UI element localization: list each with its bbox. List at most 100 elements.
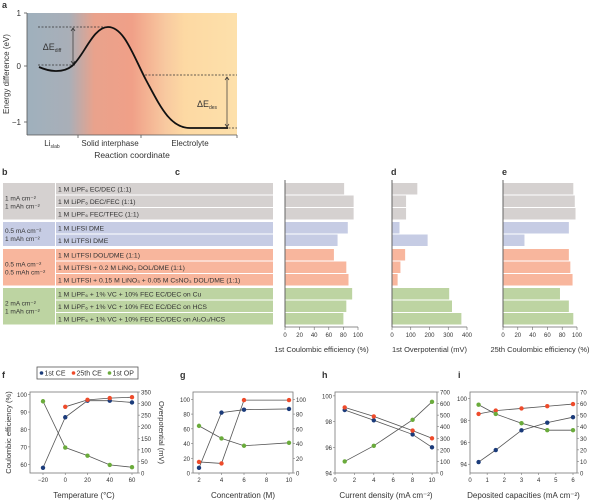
y2-tick-label: 40 <box>296 442 303 448</box>
x-tick-label: 0 <box>64 478 68 484</box>
x-tick-label: 40 <box>311 333 318 339</box>
y2-tick-label: 150 <box>141 437 152 443</box>
legend-label: 1st CE <box>45 371 66 378</box>
x-axis-label-i: Deposited capacities (mA cm⁻²) <box>467 491 580 500</box>
energy-curve <box>38 26 228 129</box>
data-point-25th-ce <box>410 428 415 433</box>
data-point-25th-ce <box>63 404 68 410</box>
condition-capacity: 0.5 mAh cm⁻² <box>5 269 46 276</box>
data-point-1st-ce <box>545 420 550 425</box>
bar-e <box>503 274 573 286</box>
y-tick-label: 100 <box>457 397 468 403</box>
x-tick-label: 4 <box>220 478 224 484</box>
data-point-25th-ce <box>570 401 576 407</box>
x-axis-label-f: Temperature (°C) <box>53 491 115 500</box>
condition-current: 2 mA cm⁻² <box>5 300 37 307</box>
condition-capacity: 1 mAh cm⁻² <box>5 203 41 210</box>
electrolyte-label: 1 M LiPF₆ FEC/TFEC (1:1) <box>58 212 139 219</box>
x-tick-label: 60 <box>129 478 136 484</box>
y-tick-label: 0 <box>187 472 191 478</box>
y2-tick-label: 200 <box>440 448 451 454</box>
series-line-1st-op <box>344 401 433 462</box>
data-point-1st-ce <box>519 428 524 433</box>
y2-tick-label: 300 <box>440 437 451 443</box>
x-tick-label: 5 <box>554 478 558 484</box>
condition-cell <box>3 222 55 246</box>
legend-box <box>36 366 139 380</box>
bar-c <box>285 195 354 207</box>
data-point-1st-op <box>107 462 112 468</box>
electrolyte-row <box>56 234 273 246</box>
bar-e <box>503 234 525 246</box>
data-point-25th-ce <box>493 408 498 413</box>
series-line-25th-ce <box>65 396 133 408</box>
electrolyte-label: 1 M LiPF₆ + 1% VC + 10% FEC EC/DEC on Cu <box>58 292 201 299</box>
condition-capacity: 1 mAh cm⁻² <box>5 308 41 315</box>
y-tick-label: 100 <box>17 393 28 399</box>
legend-marker <box>39 371 44 375</box>
x-tick-label: 1 <box>485 478 489 484</box>
bar-c <box>285 249 334 261</box>
y-tick-label: −1 <box>12 118 22 127</box>
condition-current: 0.5 mA cm⁻² <box>5 261 42 268</box>
y-tick-label: 40 <box>183 442 190 448</box>
panel-label-h: h <box>322 370 328 380</box>
bar-e <box>503 300 569 312</box>
y2-tick-label: 500 <box>440 414 451 420</box>
legend-marker <box>71 371 76 375</box>
panel-label-f: f <box>2 370 6 380</box>
electrolyte-label: 1 M LiPF₆ DEC/FEC (1:1) <box>58 199 136 206</box>
series-line-1st-ce <box>478 416 574 463</box>
data-point-1st-op <box>545 427 550 433</box>
electrolyte-row <box>56 222 273 234</box>
data-point-25th-ce <box>107 395 112 401</box>
bar-d <box>392 183 418 195</box>
x-tick-label: 60 <box>544 333 551 339</box>
bar-c <box>285 183 345 195</box>
x-tick-label: 200 <box>424 333 435 339</box>
x-tick-label: 20 <box>84 478 91 484</box>
data-point-1st-op <box>410 417 415 422</box>
x-tick-label: 2 <box>503 478 507 484</box>
electrolyte-label: 1 M LiTFSI + 0.15 M LiNO₃ + 0.05 M CsNO₃… <box>58 278 240 285</box>
y2-tick-label: 50 <box>580 414 587 420</box>
data-point-1st-ce <box>219 410 224 415</box>
x-tick-label: 10 <box>286 478 293 484</box>
y2-tick-label: 0 <box>141 472 145 478</box>
bar-d <box>392 222 400 234</box>
series-line-1st-op <box>478 404 573 431</box>
legend-label: 25th CE <box>77 371 103 378</box>
y2-tick-label: 200 <box>141 425 152 431</box>
plot-frame-f <box>29 391 139 474</box>
y-tick-label: 60 <box>20 463 27 469</box>
y2-tick-label: 80 <box>296 413 303 419</box>
region-label-li: Lislab <box>44 139 60 150</box>
bar-e <box>503 183 574 195</box>
bar-c <box>285 261 347 273</box>
data-point-1st-ce <box>286 406 292 412</box>
data-point-1st-op <box>371 443 376 449</box>
x-axis-label-e: 25th Coulombic efficiency (%) <box>490 345 590 354</box>
electrolyte-row <box>56 208 273 220</box>
y2-axis-label-f: Overpotential (mV) <box>157 401 166 464</box>
region-label-electrolyte: Electrolyte <box>171 139 209 148</box>
electrolyte-row <box>56 249 273 261</box>
data-point-1st-ce <box>241 407 247 412</box>
y-tick-label: 100 <box>180 398 191 404</box>
y2-tick-label: 350 <box>141 391 152 397</box>
x-tick-label: 20 <box>514 333 521 339</box>
data-point-25th-ce <box>85 397 90 403</box>
data-point-1st-ce <box>63 415 68 420</box>
panel-label-b: b <box>2 167 8 177</box>
x-tick-label: 20 <box>296 333 303 339</box>
data-point-1st-ce <box>476 459 481 465</box>
electrolyte-row <box>56 288 273 300</box>
panel-label-d: d <box>391 167 397 177</box>
y-axis-label: Energy difference (eV) <box>2 34 11 114</box>
bar-e <box>503 313 574 325</box>
y-tick-label: 96 <box>325 446 332 452</box>
bar-c <box>285 222 348 234</box>
y-tick-label: 60 <box>183 427 190 433</box>
bar-d <box>392 313 462 325</box>
y2-tick-label: 10 <box>580 460 587 466</box>
